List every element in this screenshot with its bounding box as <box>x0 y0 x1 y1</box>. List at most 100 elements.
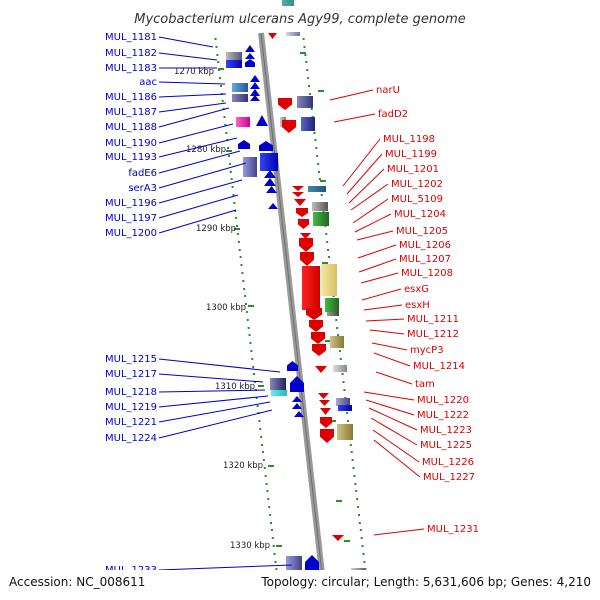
gene-feature <box>232 94 248 102</box>
connector-line <box>369 329 405 335</box>
gene-label: MUL_1183 <box>105 63 157 74</box>
forward-gene-arrow <box>264 178 276 186</box>
tick-mark <box>242 280 245 282</box>
reverse-gene-arrow <box>300 252 314 266</box>
reverse-gene-arrow <box>294 199 306 206</box>
gene-label: MUL_1211 <box>407 314 459 325</box>
kbp-label: 1330 kbp <box>230 541 270 551</box>
gene-label: fadE6 <box>128 168 157 179</box>
tick-mark <box>215 46 218 48</box>
tick-mark <box>240 264 243 266</box>
tick-mark <box>235 217 238 219</box>
gene-feature <box>301 117 315 131</box>
tick-mark <box>244 295 247 297</box>
tick-mark <box>359 529 362 531</box>
tick-mark <box>325 233 328 235</box>
tick-mark <box>252 366 255 368</box>
tick-mark <box>320 194 323 196</box>
tick-mark <box>327 249 330 251</box>
connector-line <box>158 209 237 234</box>
tick-mark <box>310 108 313 110</box>
reverse-gene-arrow <box>268 33 277 39</box>
tick-mark <box>253 373 256 375</box>
tick-mark <box>217 61 220 63</box>
major-tick <box>318 90 324 92</box>
tick-mark <box>342 381 345 383</box>
tick-mark <box>360 537 363 539</box>
tick-mark <box>272 545 275 547</box>
tick-mark <box>306 69 309 71</box>
connector-line <box>158 162 247 189</box>
gene-feature <box>260 153 278 171</box>
reverse-gene-arrow <box>306 308 322 320</box>
connector-line <box>348 168 385 204</box>
connector-line <box>158 194 239 219</box>
gene-feature <box>321 264 337 296</box>
tick-mark <box>264 475 267 477</box>
connector-line <box>329 89 374 101</box>
gene-label: MUL_1196 <box>105 198 157 209</box>
reverse-gene-arrow <box>282 120 296 133</box>
tick-mark <box>232 194 235 196</box>
connector-line <box>158 81 226 85</box>
tick-mark <box>363 561 366 563</box>
tick-mark <box>307 77 310 79</box>
forward-gene-arrow <box>245 59 255 67</box>
reverse-gene-arrow <box>320 408 331 415</box>
connector-line <box>372 429 420 463</box>
tick-mark <box>225 132 228 134</box>
major-tick <box>268 465 274 467</box>
forward-gene-arrow <box>305 555 319 572</box>
gene-label: esxG <box>404 284 429 295</box>
tick-mark <box>268 506 271 508</box>
gene-label: MUL_1199 <box>385 149 437 160</box>
forward-gene-arrow <box>266 186 277 193</box>
tick-mark <box>341 373 344 375</box>
tick-mark <box>357 506 360 508</box>
tick-mark <box>317 163 320 165</box>
tick-mark <box>228 163 231 165</box>
tick-mark <box>354 483 357 485</box>
tick-mark <box>357 514 360 516</box>
tick-mark <box>258 420 261 422</box>
forward-gene-arrow <box>292 396 302 402</box>
connector-line <box>158 395 269 408</box>
tick-mark <box>362 553 365 555</box>
gene-label: tam <box>415 379 435 390</box>
connector-line <box>370 417 418 446</box>
gene-label: MUL_1198 <box>383 134 435 145</box>
gene-label: MUL_5109 <box>391 194 443 205</box>
tick-mark <box>255 397 258 399</box>
gene-feature <box>336 398 350 406</box>
gene-label: MUL_1190 <box>105 138 157 149</box>
reverse-gene-arrow <box>299 238 313 252</box>
forward-gene-arrow <box>294 411 304 417</box>
major-tick <box>320 180 326 182</box>
tick-mark <box>237 241 240 243</box>
backbone-strand <box>258 32 328 600</box>
right-gene-labels: narU fadD2 MUL_1198 MUL_1199 MUL_1201 MUL_120… <box>376 85 479 535</box>
reverse-gene-arrow <box>298 219 309 229</box>
tick-mark <box>261 444 264 446</box>
tick-mark <box>343 389 346 391</box>
connector-line <box>158 107 230 128</box>
reverse-gene-arrow <box>309 320 323 332</box>
kbp-scale: 1270 kbp 1280 kbp 1290 kbp 1300 kbp 1310 kbp… <box>174 67 270 551</box>
connector-line <box>354 213 392 233</box>
forward-gene-arrow <box>264 170 276 178</box>
reverse-gene-arrow <box>278 98 292 110</box>
kbp-label: 1270 kbp <box>174 67 214 77</box>
major-tick <box>330 420 336 422</box>
connector-line <box>158 123 234 144</box>
tick-marks <box>214 38 370 594</box>
gene-feature <box>282 0 294 6</box>
major-tick <box>276 545 282 547</box>
gene-label: MUL_1227 <box>423 472 475 483</box>
forward-gene-arrow <box>245 53 255 59</box>
gene-label: MUL_1187 <box>105 107 157 118</box>
major-tick <box>300 52 306 54</box>
kbp-label: 1320 kbp <box>223 461 263 471</box>
gene-feature <box>286 32 300 36</box>
tick-mark <box>304 54 307 56</box>
